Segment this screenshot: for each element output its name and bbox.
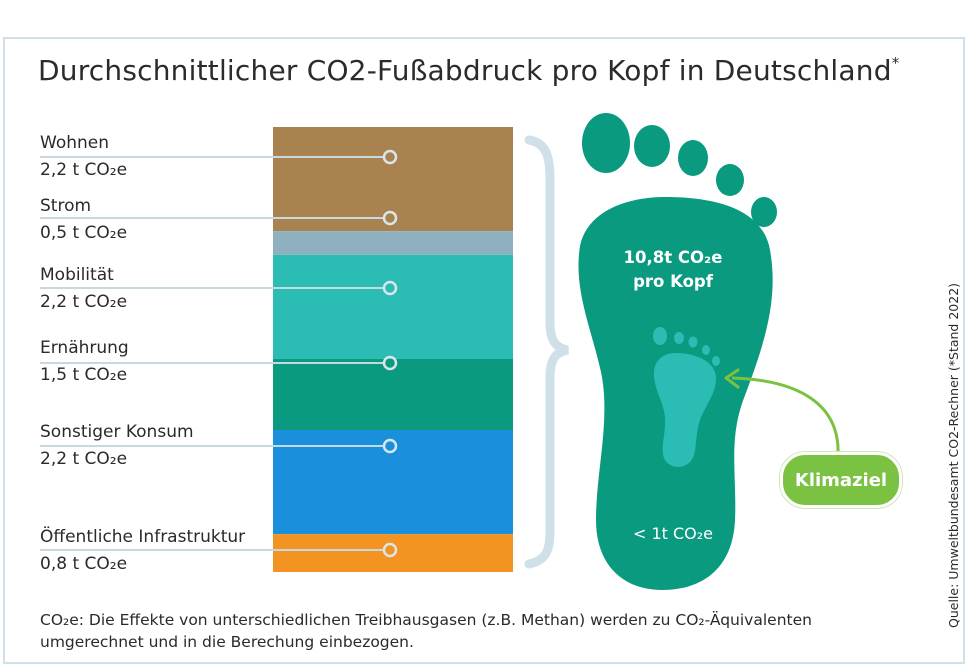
category-name: Strom [40, 196, 92, 216]
footprint-total-sub: pro Kopf [633, 272, 713, 291]
footprint-icon [578, 113, 777, 590]
category-value: 0,5 t CO₂e [40, 223, 128, 243]
category-value: 0,8 t CO₂e [40, 554, 128, 574]
goal-arrow [731, 376, 840, 456]
bar-segment-2 [273, 254, 513, 359]
bar-segment-0 [273, 127, 513, 232]
leader-dot-4 [382, 438, 398, 454]
category-name: Wohnen [40, 133, 109, 153]
leader-dot-5 [382, 542, 398, 558]
category-label-0: Wohnen 2,2 t CO₂e [40, 133, 127, 181]
category-name: Öffentliche Infrastruktur [40, 527, 246, 547]
goal-value: < 1t CO₂e [632, 524, 714, 543]
footprint-total-value: 10,8t CO₂e [623, 248, 723, 267]
category-label-4: Sonstiger Konsum 2,2 t CO₂e [40, 422, 194, 470]
goal-badge: Klimaziel [780, 452, 902, 508]
small-footprint-icon [653, 327, 720, 467]
category-label-3: Ernährung 1,5 t CO₂e [40, 338, 129, 386]
category-value: 1,5 t CO₂e [40, 365, 128, 385]
category-name: Mobilität [40, 265, 114, 285]
footnote: CO₂e: Die Effekte von unterschiedlichen … [40, 611, 812, 651]
category-label-1: Strom 0,5 t CO₂e [40, 196, 127, 244]
category-label-5: Öffentliche Infrastruktur 0,8 t CO₂e [40, 527, 245, 575]
leader-dot-1 [382, 210, 398, 226]
category-name: Ernährung [40, 338, 129, 358]
bar-segment-4 [273, 429, 513, 535]
footprint-total: 10,8t CO₂e pro Kopf [598, 246, 748, 294]
bar-segment-1 [273, 231, 513, 255]
leader-lines [40, 149, 398, 558]
category-value: 2,2 t CO₂e [40, 292, 128, 312]
bar-segment-5 [273, 534, 513, 572]
leader-dot-3 [382, 355, 398, 371]
chart-title: Durchschnittlicher CO2-Fußabdruck pro Ko… [38, 54, 900, 87]
stacked-bar [273, 127, 513, 572]
category-value: 2,2 t CO₂e [40, 449, 128, 469]
category-name: Sonstiger Konsum [40, 422, 194, 442]
leader-dot-2 [382, 280, 398, 296]
frame [3, 37, 965, 664]
category-value: 2,2 t CO₂e [40, 160, 128, 180]
brace-icon [524, 135, 569, 569]
category-label-2: Mobilität 2,2 t CO₂e [40, 265, 127, 313]
leader-dot-0 [382, 149, 398, 165]
arrow-head-icon [724, 368, 740, 389]
bar-segment-3 [273, 358, 513, 430]
source-note: Quelle: Umweltbundesamt CO2-Rechner (*St… [946, 282, 961, 628]
